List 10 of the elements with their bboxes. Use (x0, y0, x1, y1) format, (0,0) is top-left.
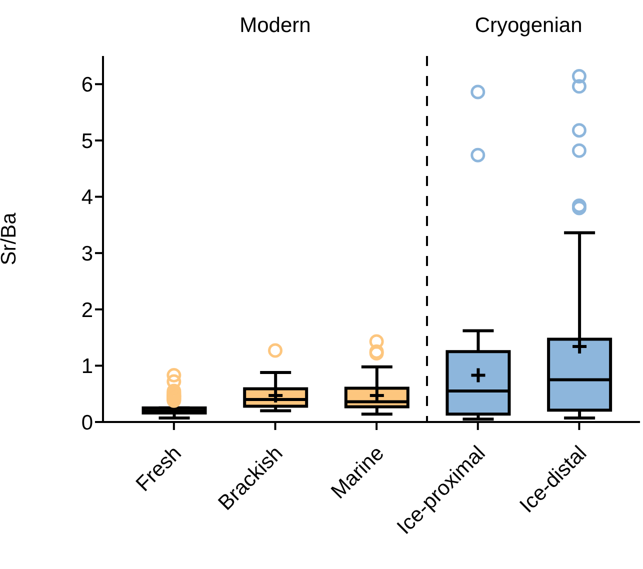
y-tick-label: 3 (81, 242, 93, 266)
y-tick-label: 1 (81, 355, 93, 378)
text: Cryogenian (474, 14, 584, 38)
y-tick-label: 2 (81, 298, 93, 322)
y-tick-label: 0 (81, 411, 93, 434)
y-axis-title: Sr/Ba (0, 212, 20, 266)
y-tick-label: 5 (81, 130, 93, 153)
text: Modern (238, 14, 312, 38)
y-tick-label: 6 (81, 74, 93, 97)
y-tick-label: 4 (81, 186, 94, 210)
